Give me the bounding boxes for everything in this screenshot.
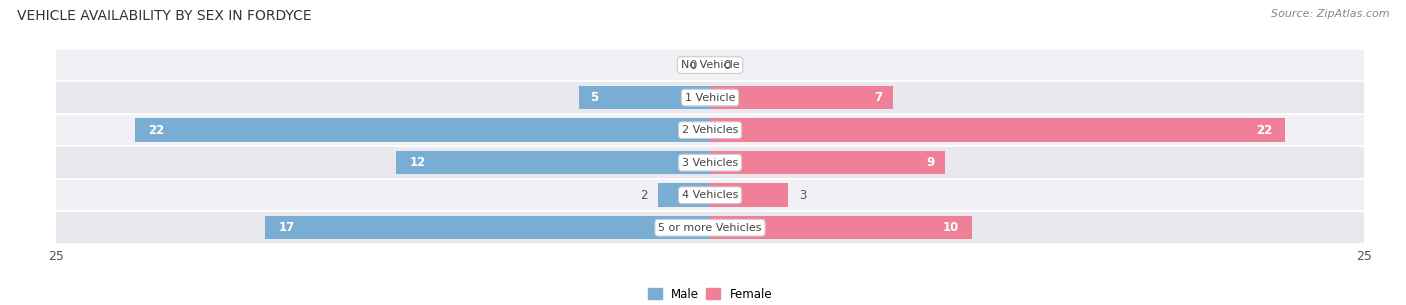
Bar bbox=[56, 81, 1364, 114]
Text: No Vehicle: No Vehicle bbox=[681, 60, 740, 70]
Bar bbox=[579, 86, 710, 109]
Bar bbox=[56, 114, 1364, 146]
Text: 3: 3 bbox=[799, 189, 806, 202]
Text: VEHICLE AVAILABILITY BY SEX IN FORDYCE: VEHICLE AVAILABILITY BY SEX IN FORDYCE bbox=[17, 9, 312, 23]
Bar bbox=[710, 118, 1285, 142]
Text: 22: 22 bbox=[148, 124, 165, 137]
Text: 22: 22 bbox=[1256, 124, 1272, 137]
Text: 5: 5 bbox=[589, 91, 598, 104]
Text: 7: 7 bbox=[875, 91, 883, 104]
Bar bbox=[658, 184, 710, 207]
Bar bbox=[56, 49, 1364, 81]
Bar bbox=[396, 151, 710, 174]
Text: 3 Vehicles: 3 Vehicles bbox=[682, 158, 738, 168]
Text: 2 Vehicles: 2 Vehicles bbox=[682, 125, 738, 135]
Bar bbox=[710, 216, 972, 239]
Bar bbox=[56, 146, 1364, 179]
Text: 10: 10 bbox=[942, 221, 959, 234]
Bar bbox=[56, 179, 1364, 211]
Bar bbox=[266, 216, 710, 239]
Text: 2: 2 bbox=[640, 189, 647, 202]
Text: 9: 9 bbox=[927, 156, 935, 169]
Legend: Male, Female: Male, Female bbox=[648, 288, 772, 300]
Text: Source: ZipAtlas.com: Source: ZipAtlas.com bbox=[1271, 9, 1389, 19]
Text: 12: 12 bbox=[409, 156, 426, 169]
Bar bbox=[710, 184, 789, 207]
Bar bbox=[710, 151, 945, 174]
Text: 0: 0 bbox=[723, 59, 731, 72]
Text: 17: 17 bbox=[278, 221, 295, 234]
Bar bbox=[56, 211, 1364, 244]
Text: 5 or more Vehicles: 5 or more Vehicles bbox=[658, 223, 762, 233]
Bar bbox=[710, 86, 893, 109]
Text: 0: 0 bbox=[689, 59, 697, 72]
Text: 1 Vehicle: 1 Vehicle bbox=[685, 93, 735, 102]
Text: 4 Vehicles: 4 Vehicles bbox=[682, 190, 738, 200]
Bar bbox=[135, 118, 710, 142]
